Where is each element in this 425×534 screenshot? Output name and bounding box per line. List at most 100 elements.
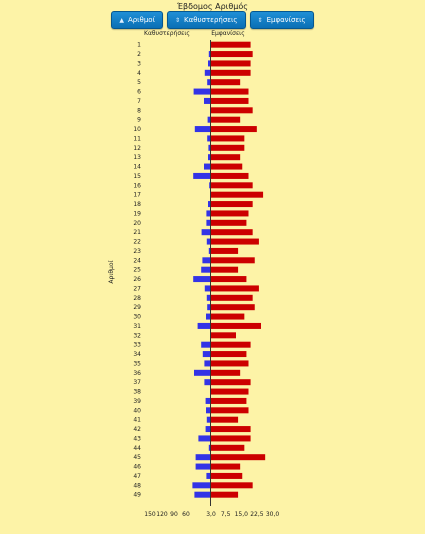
delay-bar [206, 219, 210, 226]
appearance-bar [211, 60, 251, 67]
appearance-bar [211, 482, 253, 489]
sort-by-delays-button[interactable]: ⇕ Καθυστερήσεις [166, 11, 246, 29]
appearance-bar [211, 144, 245, 151]
sort-asc-icon: ▲ [119, 16, 124, 24]
category-label: 44 [133, 445, 141, 452]
appearance-bar [211, 257, 255, 264]
category-label: 10 [133, 126, 141, 133]
delay-bar [198, 435, 210, 442]
delay-bar [206, 407, 210, 414]
appearance-bar [211, 304, 255, 311]
category-label: 11 [133, 135, 141, 142]
delay-bar [207, 116, 210, 123]
category-label: 1 [137, 42, 141, 49]
appearance-bar [211, 454, 266, 461]
delay-bar [206, 313, 210, 320]
appearance-bar [211, 97, 249, 104]
category-label: 42 [133, 426, 141, 433]
delay-bar [201, 266, 210, 273]
delay-bar [195, 454, 210, 461]
appearance-bar [211, 416, 239, 423]
delay-bar [202, 351, 210, 358]
delay-bar [208, 51, 210, 58]
appearance-bar [211, 116, 241, 123]
category-label: 8 [137, 107, 141, 114]
category-label: 21 [133, 229, 141, 236]
x-tick-label: 150 [144, 511, 156, 518]
appearance-bar [211, 107, 253, 114]
appearance-bar [211, 51, 253, 58]
delay-bar [192, 482, 210, 489]
category-label: 12 [133, 145, 141, 152]
category-label: 3 [137, 60, 141, 67]
category-label: 25 [133, 267, 141, 274]
category-label: 27 [133, 285, 141, 292]
appearance-bar [211, 135, 245, 142]
appearance-bar [211, 229, 253, 236]
appearance-bar [211, 163, 243, 170]
appearance-bar [211, 397, 247, 404]
x-tick-label: 7,5 [221, 511, 231, 518]
category-label: 34 [133, 351, 141, 358]
category-label: 43 [133, 435, 141, 442]
category-label: 18 [133, 201, 141, 208]
sort-icon: ⇕ [257, 16, 263, 24]
appearance-bar [211, 407, 249, 414]
category-label: 7 [137, 98, 141, 105]
delay-bar [204, 360, 210, 367]
appearance-bar [211, 182, 253, 189]
appearance-bar [211, 41, 251, 48]
delay-bar [202, 257, 210, 264]
appearance-bar [211, 266, 239, 273]
appearance-bar [211, 276, 247, 283]
appearance-bar [211, 426, 251, 433]
appearance-bar [211, 285, 259, 292]
sort-by-appearances-label: Εμφανίσεις [266, 16, 306, 24]
delay-bar [205, 397, 210, 404]
delay-bar [194, 126, 210, 133]
appearance-bar [211, 435, 251, 442]
appearance-bar [211, 247, 239, 254]
appearance-bar [211, 351, 247, 358]
sort-by-appearances-button[interactable]: ⇕ Εμφανίσεις [249, 11, 314, 29]
category-label: 48 [133, 482, 141, 489]
sort-by-delays-label: Καθυστερήσεις [183, 16, 238, 24]
delay-bar [208, 247, 210, 254]
delay-bar [206, 294, 210, 301]
delay-bar [207, 135, 210, 142]
delay-bar [193, 88, 210, 95]
category-label: 9 [137, 117, 141, 124]
x-tick-label: 60 [182, 511, 190, 518]
page-title: Έβδομος Αριθμός [177, 2, 248, 11]
x-tick-label: 22,5 [250, 511, 264, 518]
category-label: 16 [133, 182, 141, 189]
delay-bar [194, 369, 210, 376]
category-label: 41 [133, 417, 141, 424]
delay-bar [204, 97, 210, 104]
category-label: 36 [133, 370, 141, 377]
category-label: 22 [133, 239, 141, 246]
delay-bar [207, 79, 210, 86]
appearance-bar [211, 126, 257, 133]
category-label: 40 [133, 407, 141, 414]
appearance-bar [211, 463, 241, 470]
delay-bar [206, 472, 210, 479]
appearance-bar [211, 313, 245, 320]
category-label: 15 [133, 173, 141, 180]
category-label: 28 [133, 295, 141, 302]
delay-bar [208, 154, 210, 161]
delay-bar [197, 322, 210, 329]
appearance-bar [211, 191, 264, 198]
delay-bar [208, 444, 210, 451]
category-label: 20 [133, 220, 141, 227]
delay-bar [206, 416, 210, 423]
sort-by-number-button[interactable]: ▲ Αριθμοί [111, 11, 163, 29]
delay-bar [206, 210, 210, 217]
sort-button-group: ▲ Αριθμοί ⇕ Καθυστερήσεις ⇕ Εμφανίσεις [0, 11, 425, 29]
delay-bar [208, 144, 210, 151]
delay-bar [204, 285, 210, 292]
left-axis-label: Καθυστερήσεις [144, 30, 190, 37]
appearance-bar [211, 341, 251, 348]
delay-bar [204, 163, 210, 170]
